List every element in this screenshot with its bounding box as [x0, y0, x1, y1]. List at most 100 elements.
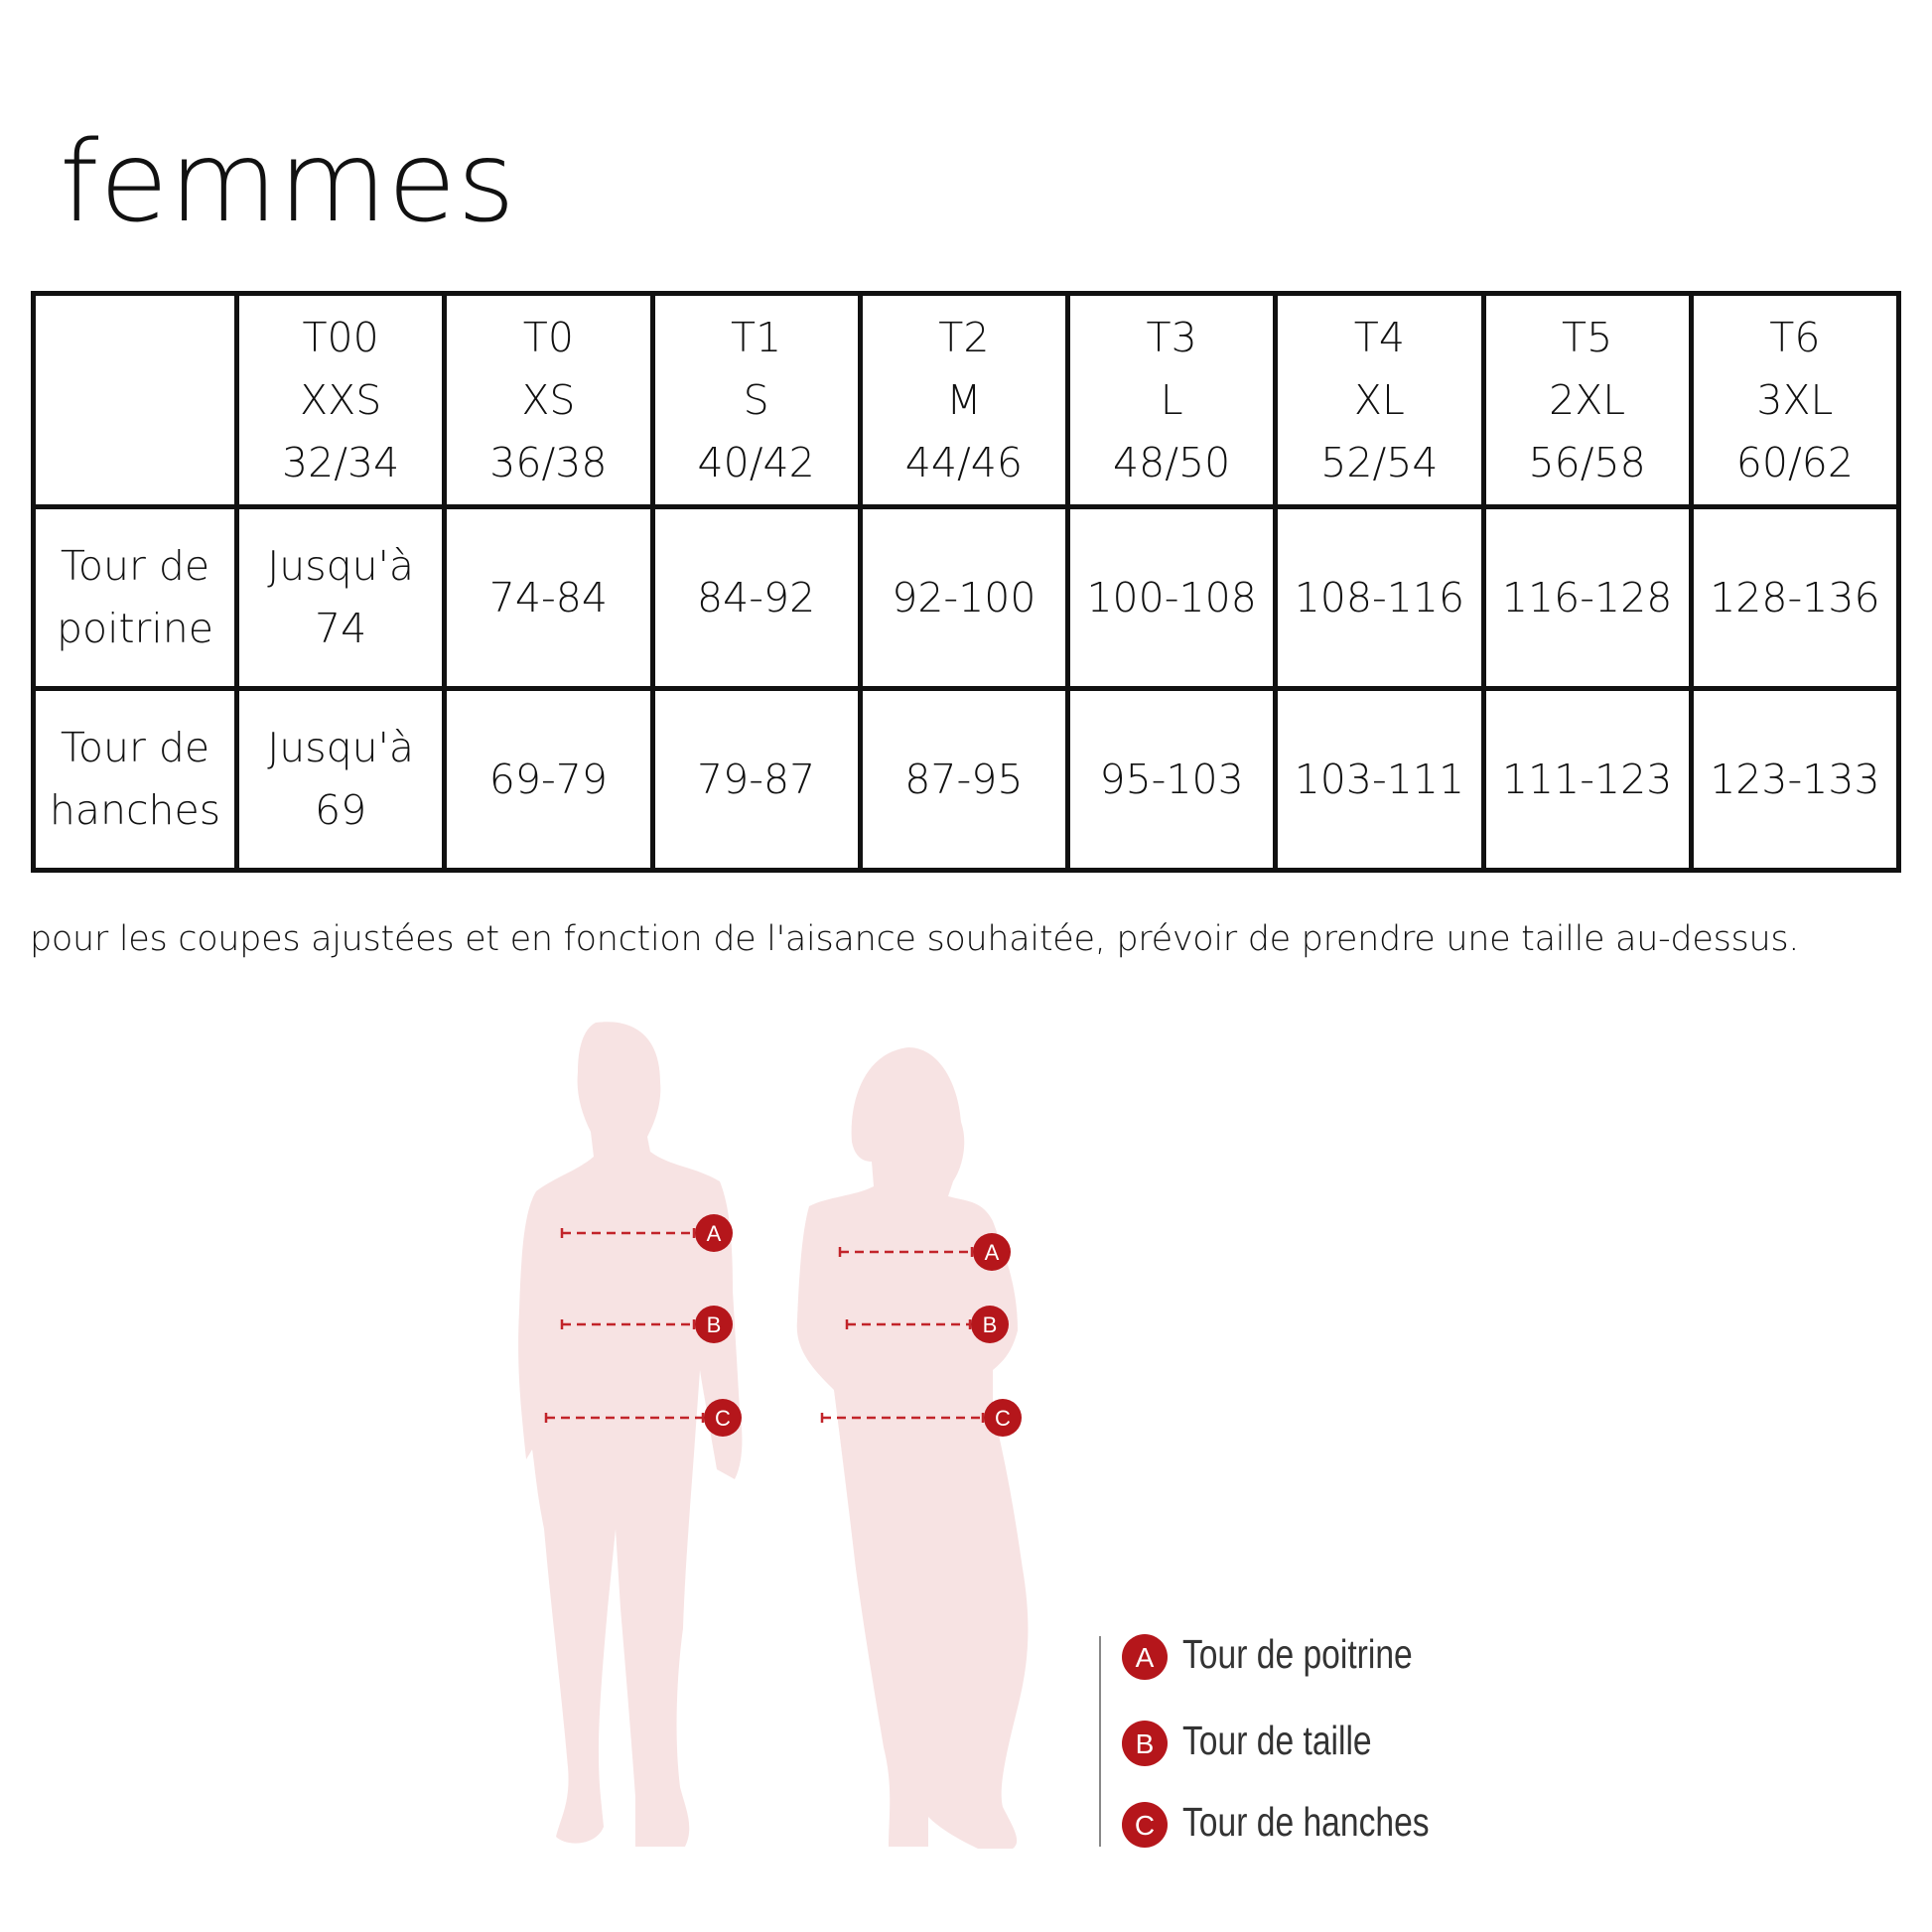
size-header-t00: T00 XXS 32/34	[233, 291, 448, 509]
size-label-int: L	[1160, 375, 1183, 424]
size-header-t0: T0 XS 36/38	[442, 291, 655, 509]
sizing-note: pour les coupes ajustées et en fonction …	[30, 919, 1800, 959]
legend-letter: B	[1136, 1728, 1155, 1759]
cell-text: 69-79	[488, 755, 608, 803]
cell-text: 128-136	[1710, 573, 1880, 621]
cell-text: 108-116	[1294, 573, 1465, 621]
size-label-fr: 48/50	[1113, 438, 1231, 486]
value-cell: 87-95	[857, 686, 1071, 873]
measure-line-c: C	[544, 1399, 742, 1437]
value-cell: 92-100	[857, 504, 1071, 691]
value-cell: Jusqu'à 74	[233, 504, 448, 691]
marker-letter: A	[985, 1240, 1000, 1265]
cell-text: 111-123	[1501, 755, 1673, 803]
marker-letter: B	[707, 1312, 722, 1337]
cell-text: Tour de	[60, 724, 210, 771]
measure-line-b: B	[560, 1306, 733, 1343]
marker-letter: C	[715, 1406, 731, 1431]
cell-text: hanches	[49, 786, 221, 834]
value-cell: 128-136	[1688, 504, 1902, 691]
cell-text: 74-84	[488, 573, 608, 621]
marker-circle	[695, 1306, 733, 1343]
man-silhouette	[518, 1022, 743, 1847]
size-label-t: T5	[1562, 313, 1613, 361]
legend-label: Tour de hanches	[1182, 1799, 1430, 1845]
row-label: Tour de poitrine	[31, 504, 239, 691]
size-label-fr: 44/46	[904, 438, 1023, 486]
size-label-int: 2XL	[1549, 375, 1626, 424]
size-chart-table: T00 XXS 32/34 T0 XS 36/38 T1 S 40/42 T2 M 44/46 T3 L 4…	[31, 291, 1902, 873]
value-cell: 95-103	[1064, 686, 1279, 873]
cell-text: 92-100	[892, 573, 1036, 621]
value-cell: 74-84	[442, 504, 655, 691]
size-label-t: T0	[522, 313, 574, 361]
value-cell: 116-128	[1480, 504, 1694, 691]
legend-marker-c	[1122, 1802, 1168, 1848]
size-label-t: T3	[1146, 313, 1197, 361]
size-label-t: T2	[938, 313, 990, 361]
marker-circle	[973, 1233, 1011, 1271]
cell-text: Jusqu'à	[267, 724, 415, 771]
size-header-t6: T6 3XL 60/62	[1688, 291, 1902, 509]
size-label-t: T4	[1353, 313, 1405, 361]
measurement-row: Tour de poitrine Jusqu'à 74 74-84 84-92 92-100…	[31, 504, 1902, 691]
marker-circle	[984, 1399, 1022, 1437]
size-header-t2: T2 M 44/46	[857, 291, 1071, 509]
legend-letter: A	[1136, 1642, 1155, 1673]
empty-corner-cell	[31, 291, 239, 509]
measure-line-a: A	[560, 1214, 733, 1252]
woman-silhouette	[796, 1047, 1029, 1849]
cell-text: 103-111	[1294, 755, 1465, 803]
value-cell: 100-108	[1064, 504, 1279, 691]
value-cell: 79-87	[649, 686, 863, 873]
size-label-int: M	[946, 375, 982, 424]
value-cell: Jusqu'à 69	[233, 686, 448, 873]
value-cell: 84-92	[649, 504, 863, 691]
cell-text: 123-133	[1710, 755, 1880, 803]
marker-letter: A	[707, 1221, 722, 1246]
size-label-t: T1	[731, 313, 782, 361]
legend-label: Tour de poitrine	[1182, 1631, 1413, 1677]
marker-circle	[695, 1214, 733, 1252]
size-label-int: XL	[1353, 375, 1405, 424]
size-header-t1: T1 S 40/42	[649, 291, 863, 509]
measurement-row: Tour de hanches Jusqu'à 69 69-79 79-87 87-95 95…	[31, 686, 1902, 873]
value-cell: 111-123	[1480, 686, 1694, 873]
legend-letter: C	[1135, 1810, 1155, 1841]
header-row: T00 XXS 32/34 T0 XS 36/38 T1 S 40/42 T2 M 44/46 T3 L 4…	[31, 291, 1902, 509]
cell-text: 79-87	[697, 755, 816, 803]
cell-text: poitrine	[56, 605, 214, 652]
size-label-fr: 36/38	[489, 438, 608, 486]
legend-marker-b	[1122, 1721, 1168, 1766]
value-cell: 69-79	[442, 686, 655, 873]
value-cell: 103-111	[1273, 686, 1486, 873]
cell-text: 95-103	[1099, 755, 1244, 803]
size-label-fr: 52/54	[1320, 438, 1439, 486]
cell-text: 116-128	[1501, 573, 1673, 621]
measure-line-a: A	[838, 1233, 1011, 1271]
marker-letter: C	[995, 1406, 1011, 1431]
measure-line-b: B	[845, 1306, 1009, 1343]
size-header-t3: T3 L 48/50	[1064, 291, 1279, 509]
measure-line-c: C	[820, 1399, 1022, 1437]
legend-marker-a	[1122, 1634, 1168, 1680]
marker-letter: B	[983, 1312, 998, 1337]
page-title: femmes	[60, 118, 516, 247]
size-label-fr: 56/58	[1528, 438, 1646, 486]
value-cell: 123-133	[1688, 686, 1902, 873]
size-label-t: T00	[302, 313, 379, 361]
size-label-int: S	[743, 375, 769, 424]
size-label-fr: 60/62	[1735, 438, 1854, 486]
size-label-fr: 40/42	[697, 438, 815, 486]
cell-text: Tour de	[60, 542, 210, 590]
size-label-int: XXS	[300, 375, 382, 424]
size-header-t4: T4 XL 52/54	[1273, 291, 1486, 509]
cell-text: 87-95	[904, 755, 1024, 803]
cell-text: 84-92	[697, 573, 816, 621]
legend-label: Tour de taille	[1182, 1718, 1372, 1763]
marker-circle	[704, 1399, 742, 1437]
cell-text: 69	[315, 786, 367, 834]
size-label-int: XS	[521, 375, 576, 424]
value-cell: 108-116	[1273, 504, 1486, 691]
